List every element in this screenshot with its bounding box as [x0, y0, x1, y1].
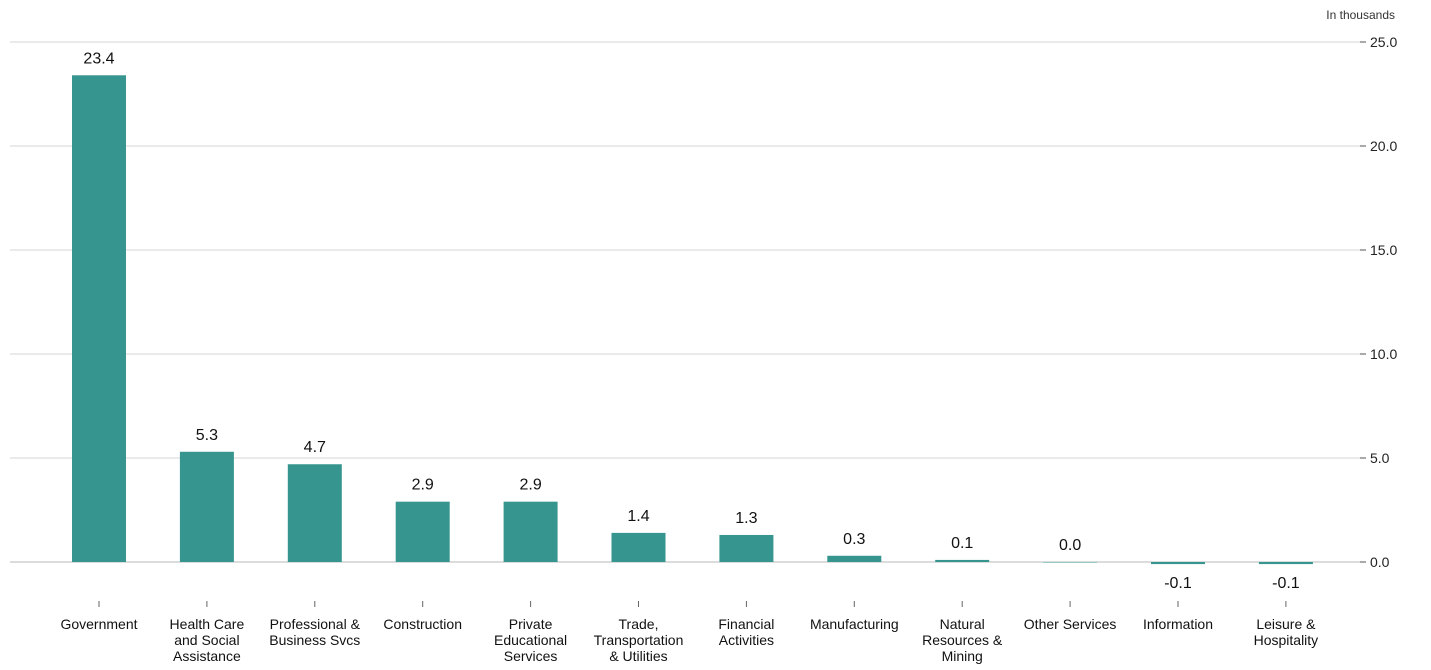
- x-tick-label: Government: [60, 616, 137, 632]
- bar: [611, 532, 666, 562]
- y-tick-label: 25.0: [1370, 34, 1397, 50]
- data-label: 5.3: [196, 427, 218, 444]
- y-tick-label: 0.0: [1370, 554, 1390, 570]
- data-label: 23.4: [83, 50, 114, 67]
- bar: [179, 451, 234, 562]
- x-tick-label: Manufacturing: [810, 616, 899, 632]
- x-tick-label: Other Services: [1024, 616, 1117, 632]
- bar: [1258, 562, 1313, 565]
- data-label: 2.9: [519, 477, 541, 494]
- data-label: 2.9: [412, 477, 434, 494]
- bar: [935, 559, 990, 562]
- data-label: 0.1: [951, 535, 973, 552]
- bar: [395, 501, 450, 562]
- bar: [72, 75, 126, 562]
- x-tick-label: Construction: [383, 616, 462, 632]
- y-tick-label: 5.0: [1370, 450, 1390, 466]
- x-tick-label: Trade, Transportation & Utilities: [594, 616, 684, 664]
- data-label: 0.3: [843, 531, 865, 548]
- bar: [1043, 562, 1098, 563]
- data-label: 1.3: [735, 510, 757, 527]
- x-tick-label: Financial Activities: [718, 616, 774, 648]
- x-tick-label: Private Educational Services: [494, 616, 567, 664]
- data-label: -0.1: [1272, 575, 1300, 592]
- data-label: -0.1: [1164, 575, 1192, 592]
- x-tick-label: Professional & Business Svcs: [269, 616, 360, 648]
- x-tick-label: Information: [1143, 616, 1213, 632]
- y-tick-label: 10.0: [1370, 346, 1397, 362]
- bar: [287, 464, 342, 562]
- bar: [827, 555, 882, 562]
- bar: [719, 534, 774, 562]
- y-tick-label: 15.0: [1370, 242, 1397, 258]
- data-label: 4.7: [304, 439, 326, 456]
- bar: [1151, 562, 1205, 565]
- x-tick-label: Health Care and Social Assistance: [170, 616, 245, 664]
- x-tick-label: Natural Resources & Mining: [922, 616, 1003, 664]
- unit-note: In thousands: [1326, 8, 1395, 22]
- data-label: 0.0: [1059, 537, 1081, 554]
- data-label: 1.4: [627, 508, 649, 525]
- y-tick-label: 20.0: [1370, 138, 1397, 154]
- bar: [503, 501, 558, 562]
- x-tick-label: Leisure & Hospitality: [1254, 616, 1319, 648]
